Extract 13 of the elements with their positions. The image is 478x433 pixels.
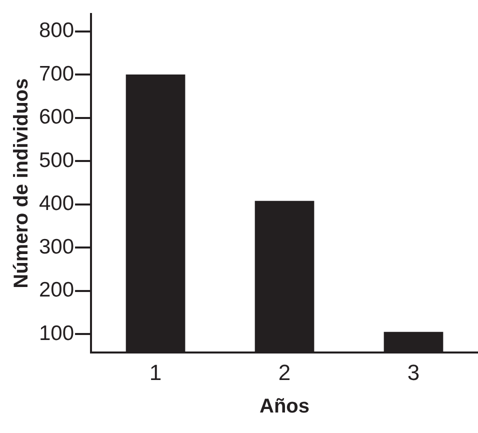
x-axis-title: Años: [260, 396, 310, 418]
y-axis-title: Número de individuos: [10, 78, 33, 288]
y-tick-label: 400: [38, 192, 74, 216]
y-tick-label: 300: [38, 235, 74, 258]
y-tick-label: 100: [38, 322, 74, 345]
y-tick-label: 600: [38, 106, 74, 129]
y-tick-label: 700: [38, 62, 74, 86]
y-tick-label: 500: [38, 148, 74, 172]
x-tick-label: 1: [149, 360, 162, 385]
x-tick-label: 3: [407, 360, 420, 385]
y-tick-label: 200: [38, 278, 74, 302]
y-tick-label: 800: [38, 19, 74, 42]
x-tick-label: 2: [278, 360, 291, 385]
